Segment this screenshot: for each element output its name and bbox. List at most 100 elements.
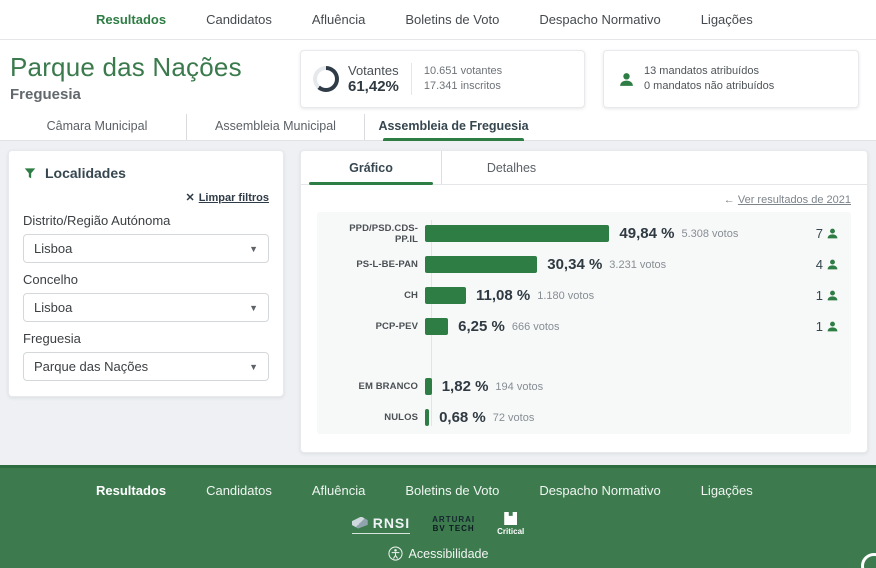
arturai-bvtech-logo[interactable]: ARTURAI BV TECH [432,515,475,533]
footer: Resultados Candidatos Afluência Boletins… [0,465,876,568]
rnsi-logo-icon [351,516,368,529]
critical-logo-icon [504,512,518,525]
accessibility-label: Acessibilidade [408,546,489,561]
percent-value: 1,82 % [441,378,489,395]
person-icon [827,228,838,239]
chevron-down-icon: ▼ [249,243,258,254]
tab-assembleia-freguesia[interactable]: Assembleia de Freguesia [364,114,542,141]
chevron-down-icon: ▼ [249,302,258,313]
mandate-count: 1 [815,319,823,334]
person-icon [827,290,838,301]
nav-item-resultados[interactable]: Resultados [96,12,167,27]
footer-nav-resultados[interactable]: Resultados [96,483,167,498]
top-navigation: Resultados Candidatos Afluência Boletins… [0,0,876,40]
footer-nav-afluencia[interactable]: Afluência [311,483,366,498]
clear-filters-link[interactable]: ✕ Limpar filtros [23,191,269,205]
scroll-top-arc-icon[interactable] [861,553,876,568]
chart-row-blank-votes: EM BRANCO 1,82 % 194 votos [333,371,841,402]
votes-value: 194 votos [495,380,544,393]
person-icon [827,259,838,270]
results-panel: Gráfico Detalhes ← Ver resultados de 202… [300,150,868,453]
nav-item-afluencia[interactable]: Afluência [311,12,366,27]
footer-nav-ligacoes[interactable]: Ligações [700,483,753,498]
mandate-count: 7 [815,226,823,241]
nav-item-boletins[interactable]: Boletins de Voto [405,12,500,27]
clear-x-icon: ✕ [185,192,195,204]
votes-value: 72 votos [492,411,535,424]
votes-value: 5.308 votos [681,227,739,240]
parish-select-value: Parque das Nações [34,359,149,374]
party-label: CH [404,290,418,301]
mandates-text: 13 mandatos atribuídos 0 mandatos não at… [644,64,774,94]
mandate-cell: 1 [795,288,841,303]
turnout-voters: 10.651 votantes [423,65,503,77]
footer-logos: RNSI ARTURAI BV TECH Critical [0,512,876,536]
nav-item-despacho[interactable]: Despacho Normativo [539,12,661,27]
results-tabs: Gráfico Detalhes [301,151,867,185]
bar-track: 0,68 % 72 votos [425,409,795,426]
bar-track: 1,82 % 194 votos [425,378,795,395]
result-bar [425,225,610,242]
nav-item-candidatos[interactable]: Candidatos [206,12,272,27]
person-icon [827,321,838,332]
mandate-cell: 4 [795,257,841,272]
accessibility-link[interactable]: Acessibilidade [0,546,876,561]
page-header: Parque das Nações Freguesia Votantes 61,… [0,40,876,114]
result-bar [425,378,432,395]
district-select-value: Lisboa [34,241,73,256]
turnout-stats: 10.651 votantes 17.341 inscritos [424,64,502,94]
turnout-registered: 17.341 inscritos [423,80,501,92]
chart-row: PPD/PSD.CDS-PP.IL 49,84 % 5.308 votos 7 [333,218,841,249]
clear-filters-label: Limpar filtros [198,191,269,204]
tab-detalhes[interactable]: Detalhes [441,151,581,184]
bar-track: 49,84 % 5.308 votos [425,225,795,242]
votes-value: 1.180 votos [537,289,595,302]
tab-grafico[interactable]: Gráfico [301,151,441,185]
party-label: NULOS [384,412,418,423]
mandate-cell: 7 [795,226,841,241]
turnout-text: Votantes 61,42% [348,63,412,95]
bvtech-logo-text: BV TECH [432,524,475,533]
parish-label: Freguesia [23,331,81,346]
chevron-down-icon: ▼ [249,361,258,372]
mandate-count: 1 [815,288,823,303]
result-bar [425,409,430,426]
tab-camara-municipal[interactable]: Câmara Municipal [46,119,148,133]
footer-nav-candidatos[interactable]: Candidatos [206,483,272,498]
votes-value: 3.231 votos [609,258,667,271]
page-subtitle: Freguesia [10,86,81,103]
nav-item-ligacoes[interactable]: Ligações [700,12,753,27]
tab-assembleia-municipal[interactable]: Assembleia Municipal [186,114,364,140]
mandate-count: 4 [815,257,823,272]
rnsi-logo[interactable]: RNSI [351,515,411,534]
district-select[interactable]: Lisboa ▼ [23,234,269,263]
person-icon [620,72,633,86]
critical-software-logo[interactable]: Critical [497,512,524,536]
critical-logo-text: Critical [497,527,525,536]
percent-value: 30,34 % [547,256,603,273]
title-block: Parque das Nações Freguesia [10,48,300,103]
mandates-assigned: 13 mandatos atribuídos [644,65,759,77]
result-bar [425,287,466,304]
footer-nav-boletins[interactable]: Boletins de Voto [405,483,500,498]
turnout-label: Votantes [348,63,399,78]
results-bar-chart: PPD/PSD.CDS-PP.IL 49,84 % 5.308 votos 7 … [317,212,851,434]
chart-row: PS-L-BE-PAN 30,34 % 3.231 votos 4 [333,249,841,280]
parish-select[interactable]: Parque das Nações ▼ [23,352,269,381]
county-label: Concelho [23,272,78,287]
votes-value: 666 votos [511,320,560,333]
county-select[interactable]: Lisboa ▼ [23,293,269,322]
percent-value: 0,68 % [439,409,486,426]
level-tabs: Câmara Municipal Assembleia Municipal As… [0,114,876,141]
mandate-cell: 1 [795,319,841,334]
footer-navigation: Resultados Candidatos Afluência Boletins… [0,483,876,498]
filters-panel: Localidades ✕ Limpar filtros Distrito/Re… [8,150,284,397]
filter-funnel-icon [24,168,36,179]
percent-value: 49,84 % [619,225,675,242]
previous-results-link[interactable]: ← Ver resultados de 2021 [724,194,851,206]
district-label: Distrito/Região Autónoma [23,213,171,228]
chart-row-null-votes: NULOS 0,68 % 72 votos [333,402,841,433]
footer-nav-despacho[interactable]: Despacho Normativo [539,483,661,498]
party-label: PCP-PEV [375,321,418,332]
